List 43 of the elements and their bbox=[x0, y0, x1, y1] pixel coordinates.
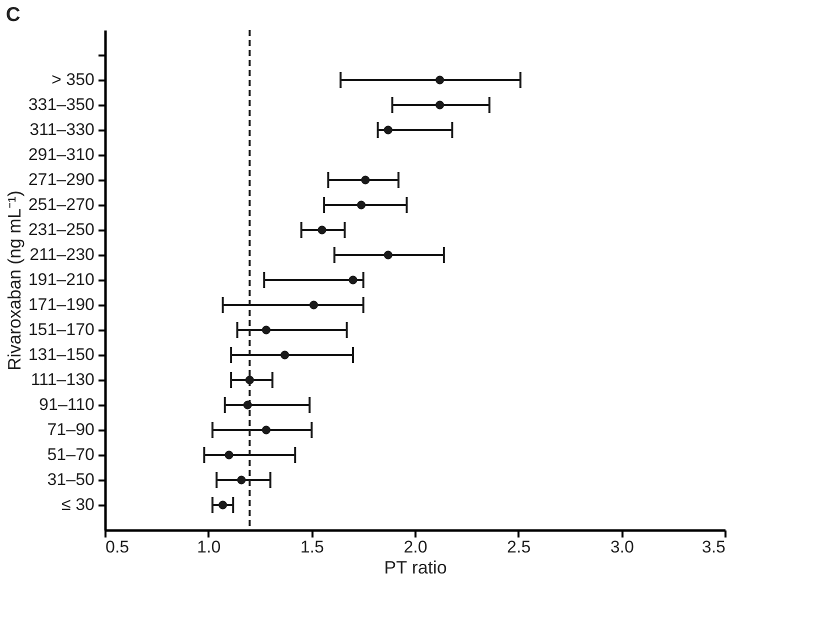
x-tick-label: 3.0 bbox=[610, 538, 634, 556]
point bbox=[435, 76, 444, 84]
x-axis-title: PT ratio bbox=[384, 558, 447, 578]
y-tick-label: 131–150 bbox=[28, 345, 94, 364]
y-tick-label: 151–170 bbox=[28, 320, 94, 339]
y-tick-label: 291–310 bbox=[28, 145, 94, 164]
y-tick-label: > 350 bbox=[51, 70, 94, 89]
point bbox=[348, 276, 358, 284]
y-tick-label: 271–290 bbox=[28, 170, 94, 189]
y-tick-label: 31–50 bbox=[47, 470, 94, 489]
x-tick-label: 2.0 bbox=[404, 538, 428, 556]
point bbox=[435, 100, 444, 110]
x-tick-label: 0.5 bbox=[106, 538, 130, 556]
point bbox=[384, 126, 392, 134]
y-axis-title: Rivaroxaban (ng mL⁻¹) bbox=[4, 190, 24, 371]
point bbox=[262, 426, 271, 434]
point bbox=[237, 476, 246, 484]
y-tick-label: 251–270 bbox=[28, 195, 94, 214]
y-tick-label: ≤ 30 bbox=[62, 495, 94, 514]
point bbox=[224, 450, 234, 460]
y-tick-label: 311–330 bbox=[30, 120, 94, 139]
y-tick-label: 71–90 bbox=[47, 420, 94, 439]
y-tick-label: 231–250 bbox=[28, 220, 94, 239]
point bbox=[218, 500, 228, 510]
point bbox=[356, 200, 366, 210]
y-tick-label: 111–130 bbox=[30, 370, 94, 389]
y-tick-label: 331–350 bbox=[28, 95, 94, 114]
y-tick-label: 51–70 bbox=[47, 445, 94, 464]
y-tick-label: 191–210 bbox=[28, 270, 94, 289]
x-tick-label: 1.5 bbox=[300, 538, 324, 556]
chart-title: C bbox=[6, 4, 20, 26]
x-tick-label: 1.0 bbox=[197, 538, 221, 556]
y-tick-label: 171–190 bbox=[28, 295, 94, 314]
point bbox=[361, 176, 370, 184]
point bbox=[280, 350, 290, 360]
point bbox=[384, 250, 392, 260]
x-tick-label: 3.5 bbox=[702, 538, 726, 556]
point bbox=[318, 226, 326, 234]
point bbox=[262, 326, 271, 334]
x-tick-label: 2.5 bbox=[507, 538, 531, 556]
y-tick-label: 211–230 bbox=[30, 245, 94, 264]
point bbox=[309, 300, 318, 310]
y-tick-label: 91–110 bbox=[39, 395, 94, 414]
